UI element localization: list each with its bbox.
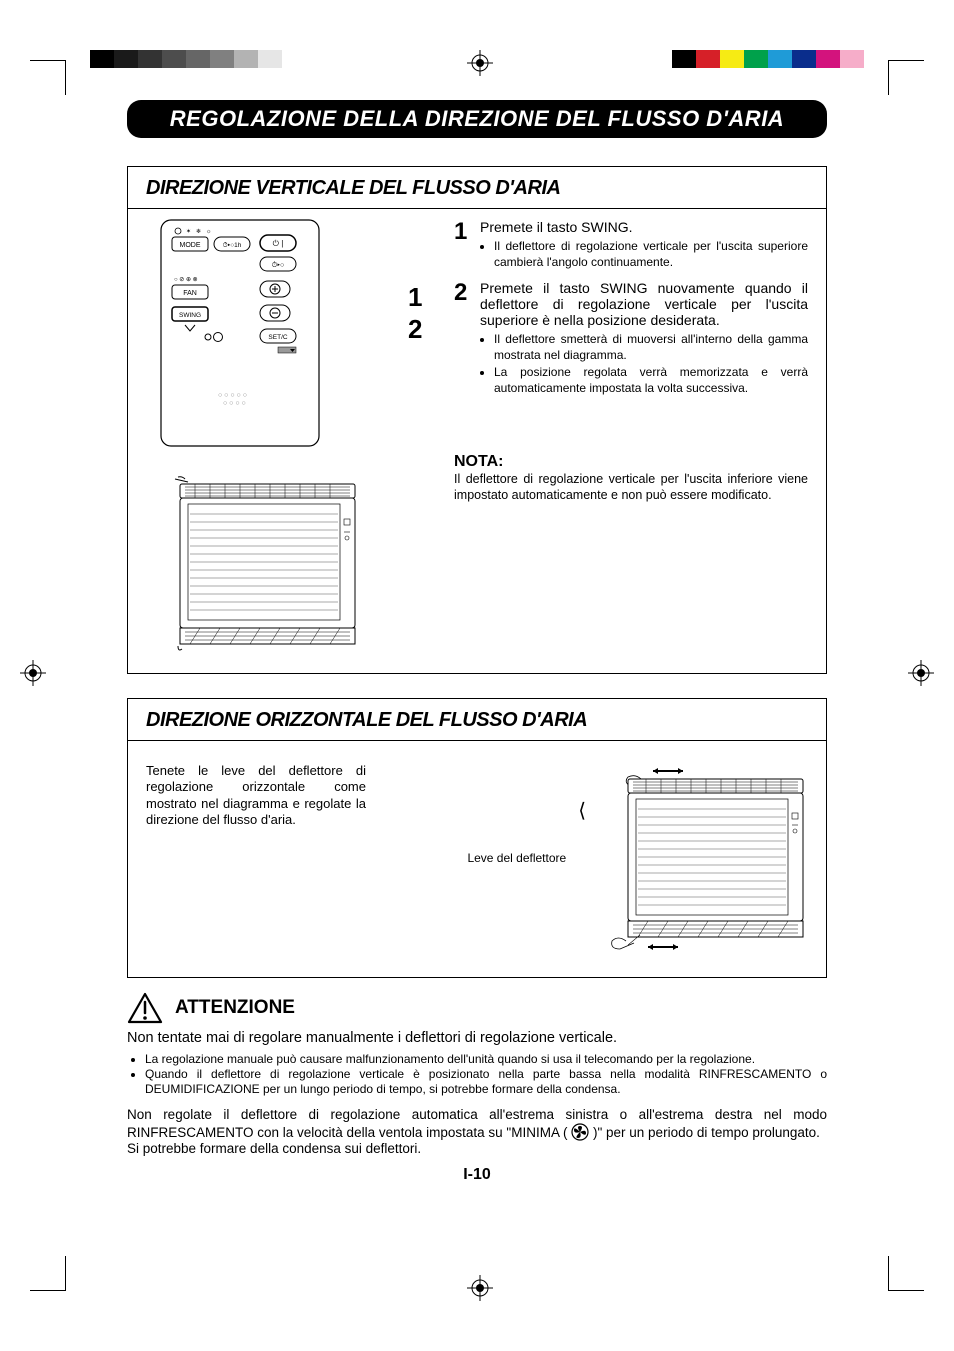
svg-text:○ ⊘ ⊕ ⊗: ○ ⊘ ⊕ ⊗ <box>174 277 198 283</box>
angle-bracket-icon: ⟨ <box>578 763 586 823</box>
section2-text: Tenete le leve del deflettore di regolaz… <box>146 763 366 828</box>
registration-mark-icon <box>20 660 46 686</box>
crop-mark <box>888 60 889 95</box>
svg-text:⏱▸○: ⏱▸○ <box>272 261 284 269</box>
step-title: Premete il tasto SWING. <box>480 219 808 235</box>
section-title: DIREZIONE ORIZZONTALE DEL FLUSSO D'ARIA <box>128 699 826 741</box>
attenzione-heading: ATTENZIONE <box>127 992 827 1024</box>
registration-mark-icon <box>908 660 934 686</box>
color-swatch <box>234 50 258 68</box>
attenzione-para2: Non regolate il deflettore di regolazion… <box>127 1107 827 1158</box>
registration-mark-icon <box>467 50 493 76</box>
svg-text:✶: ✶ <box>186 228 191 235</box>
step-bullets: Il deflettore di regolazione verticale p… <box>494 239 808 270</box>
nota-text: Il deflettore di regolazione verticale p… <box>454 471 808 504</box>
color-swatch <box>672 50 696 68</box>
ac-unit-diagram <box>160 474 365 654</box>
crop-mark <box>30 1290 65 1291</box>
step-1: 1 Premete il tasto SWING. Il deflettore … <box>454 219 808 272</box>
section-vertical-airflow: DIREZIONE VERTICALE DEL FLUSSO D'ARIA ✶ ❄… <box>127 166 827 674</box>
step-title: Premete il tasto SWING nuovamente quando… <box>480 280 808 328</box>
color-swatch <box>816 50 840 68</box>
crop-mark <box>65 60 66 95</box>
attenzione-bullets: La regolazione manuale può causare malfu… <box>145 1052 827 1097</box>
page-number: I-10 <box>127 1166 827 1184</box>
svg-text:○ ○ ○ ○: ○ ○ ○ ○ <box>223 400 246 407</box>
svg-text:○ ○ ○ ○ ○: ○ ○ ○ ○ ○ <box>218 392 247 399</box>
attenzione-line1: Non tentate mai di regolare manualmente … <box>127 1030 827 1046</box>
svg-text:SWING: SWING <box>179 312 201 319</box>
color-swatch <box>186 50 210 68</box>
color-swatch <box>840 50 864 68</box>
color-bar-cmyk <box>672 50 864 68</box>
color-swatch <box>114 50 138 68</box>
color-swatch <box>792 50 816 68</box>
step-bullets: Il deflettore smetterà di muoversi all'i… <box>494 332 808 396</box>
step-number: 1 <box>454 219 480 272</box>
crop-mark <box>888 1256 889 1291</box>
callout-numbers: 1 2 <box>408 219 426 659</box>
registration-mark-icon <box>467 1275 493 1301</box>
svg-text:MODE: MODE <box>180 242 201 249</box>
remote-control-diagram: ✶ ❄ ☼ MODE ⏱▸○1h ⏻ | ⏱▸○ ○ ⊘ ⊕ ⊗ <box>160 219 320 449</box>
svg-text:SET/C: SET/C <box>268 334 287 341</box>
color-swatch <box>258 50 282 68</box>
color-swatch <box>90 50 114 68</box>
crop-mark <box>889 1290 924 1291</box>
page-content: REGOLAZIONE DELLA DIREZIONE DEL FLUSSO D… <box>127 100 827 1184</box>
crop-mark <box>889 60 924 61</box>
color-swatch <box>720 50 744 68</box>
crop-mark <box>65 1256 66 1291</box>
color-swatch <box>162 50 186 68</box>
warning-icon <box>127 992 163 1024</box>
nota-block: NOTA: Il deflettore di regolazione verti… <box>454 447 808 504</box>
svg-text:❄: ❄ <box>196 228 201 235</box>
ac-unit-levers-diagram <box>598 763 808 953</box>
svg-text:☼: ☼ <box>206 229 212 235</box>
svg-text:FAN: FAN <box>183 290 197 297</box>
color-swatch <box>768 50 792 68</box>
crop-mark <box>30 60 65 61</box>
section-title: DIREZIONE VERTICALE DEL FLUSSO D'ARIA <box>128 167 826 209</box>
color-swatch <box>744 50 768 68</box>
fan-icon <box>571 1123 589 1141</box>
color-swatch <box>138 50 162 68</box>
color-swatch <box>696 50 720 68</box>
step-2: 2 Premete il tasto SWING nuovamente quan… <box>454 280 808 398</box>
attenzione-label: ATTENZIONE <box>175 997 295 1019</box>
svg-text:⏱▸○1h: ⏱▸○1h <box>223 242 242 249</box>
color-bar-grayscale <box>90 50 306 68</box>
step-number: 2 <box>454 280 480 398</box>
color-swatch <box>210 50 234 68</box>
section-horizontal-airflow: DIREZIONE ORIZZONTALE DEL FLUSSO D'ARIA … <box>127 698 827 978</box>
lever-label: Leve del deflettore <box>378 851 566 865</box>
page-title: REGOLAZIONE DELLA DIREZIONE DEL FLUSSO D… <box>127 100 827 138</box>
nota-title: NOTA: <box>454 453 808 471</box>
svg-text:⏻ |: ⏻ | <box>273 239 284 248</box>
color-swatch <box>282 50 306 68</box>
